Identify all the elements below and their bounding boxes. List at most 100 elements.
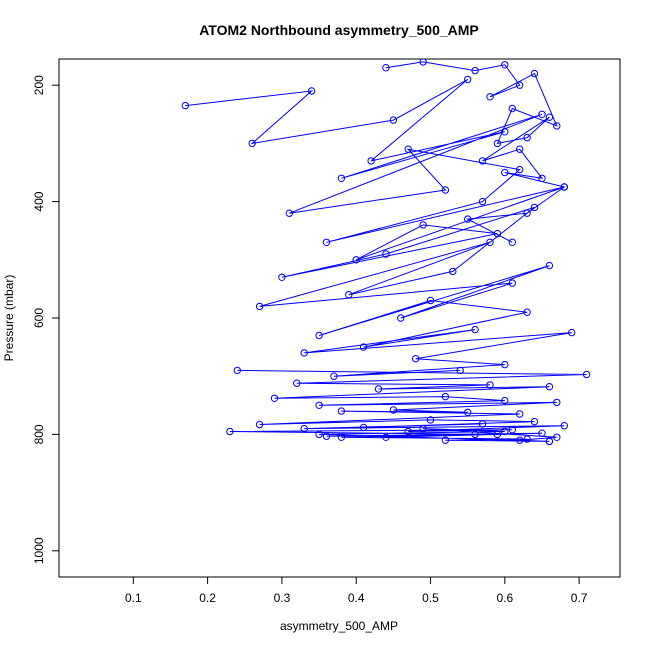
data-point bbox=[330, 372, 338, 380]
data-point bbox=[293, 379, 301, 387]
data-point bbox=[538, 429, 546, 437]
data-point bbox=[545, 261, 554, 270]
data-point bbox=[516, 165, 524, 174]
data-point bbox=[501, 61, 509, 69]
data-point bbox=[508, 104, 516, 113]
data-point bbox=[307, 87, 316, 95]
data-point bbox=[278, 273, 286, 281]
data-point bbox=[226, 427, 234, 436]
data-point bbox=[516, 145, 524, 153]
data-point bbox=[553, 433, 561, 441]
data-point bbox=[181, 101, 190, 110]
plot-frame bbox=[58, 58, 621, 578]
data-point bbox=[486, 238, 494, 247]
data-point bbox=[464, 215, 472, 223]
data-point bbox=[315, 401, 323, 409]
data-point bbox=[471, 325, 479, 334]
x-axis: 0.1 0.2 0.3 0.4 0.5 0.6 0.7 bbox=[125, 576, 588, 605]
x-tick-label: 0.5 bbox=[422, 591, 439, 605]
data-point bbox=[516, 81, 524, 89]
data-point bbox=[486, 93, 494, 101]
data-point bbox=[530, 417, 539, 426]
x-tick-label: 0.2 bbox=[199, 591, 216, 605]
data-point bbox=[493, 430, 502, 439]
chart-title: ATOM2 Northbound asymmetry_500_AMP bbox=[199, 22, 479, 38]
data-point bbox=[337, 433, 346, 441]
data-point bbox=[493, 139, 502, 148]
data-point bbox=[322, 432, 331, 440]
data-point bbox=[300, 424, 308, 433]
data-point bbox=[285, 209, 293, 217]
x-tick-label: 0.1 bbox=[125, 591, 142, 605]
data-point bbox=[359, 423, 368, 432]
data-point bbox=[426, 416, 435, 424]
data-point bbox=[523, 209, 531, 217]
data-point bbox=[560, 183, 568, 191]
data-point bbox=[389, 406, 398, 414]
data-point bbox=[471, 430, 479, 439]
data-point bbox=[345, 291, 353, 299]
data-point bbox=[441, 392, 450, 401]
data-point bbox=[530, 203, 539, 212]
data-point bbox=[530, 69, 539, 78]
data-point bbox=[419, 424, 427, 433]
y-tick-label: 400 bbox=[32, 191, 46, 211]
data-point bbox=[516, 436, 524, 444]
data-point bbox=[337, 407, 346, 415]
data-point bbox=[233, 366, 242, 375]
data-point bbox=[523, 435, 531, 443]
data-point bbox=[441, 436, 450, 444]
data-point bbox=[441, 186, 450, 194]
data-point bbox=[449, 267, 457, 276]
data-point bbox=[382, 250, 390, 258]
data-point bbox=[270, 394, 279, 402]
data-point bbox=[508, 279, 516, 287]
data-point bbox=[501, 396, 509, 405]
data-point bbox=[493, 229, 502, 238]
y-tick-label: 800 bbox=[32, 424, 46, 444]
data-point bbox=[538, 110, 546, 119]
data-point bbox=[501, 128, 509, 136]
data-point bbox=[359, 343, 368, 351]
data-point bbox=[456, 366, 464, 375]
series-line-2 bbox=[229, 369, 587, 442]
data-point bbox=[553, 398, 561, 407]
data-point bbox=[426, 296, 435, 305]
data-point bbox=[412, 355, 420, 363]
data-point bbox=[582, 370, 591, 379]
data-point bbox=[255, 420, 264, 429]
data-point bbox=[315, 331, 323, 340]
data-point bbox=[486, 381, 494, 389]
x-tick-label: 0.3 bbox=[274, 591, 291, 605]
series-line-3 bbox=[385, 61, 566, 243]
y-axis: 200 400 600 800 1000 bbox=[32, 75, 59, 564]
x-tick-label: 0.4 bbox=[348, 591, 365, 605]
data-point bbox=[508, 426, 516, 434]
y-tick-label: 1000 bbox=[32, 537, 46, 564]
data-point bbox=[568, 328, 576, 337]
x-tick-label: 0.7 bbox=[571, 591, 588, 605]
data-point bbox=[248, 139, 256, 148]
y-tick-label: 600 bbox=[32, 308, 46, 328]
data-point bbox=[382, 433, 390, 441]
data-point bbox=[464, 75, 472, 84]
data-point bbox=[560, 422, 568, 430]
data-point bbox=[315, 430, 323, 439]
data-point bbox=[464, 408, 472, 416]
data-point bbox=[389, 116, 398, 124]
data-point bbox=[553, 122, 561, 130]
data-point bbox=[255, 302, 264, 311]
data-point bbox=[501, 360, 509, 369]
x-tick-label: 0.6 bbox=[496, 591, 513, 605]
data-point bbox=[471, 66, 479, 75]
x-axis-label: asymmetry_500_AMP bbox=[280, 619, 398, 633]
data-point bbox=[337, 174, 346, 183]
data-point bbox=[404, 145, 412, 153]
data-point bbox=[322, 238, 331, 247]
data-point bbox=[545, 437, 554, 446]
y-tick-label: 200 bbox=[32, 75, 46, 95]
data-point bbox=[367, 157, 375, 165]
plot-area bbox=[181, 59, 591, 446]
data-point bbox=[419, 59, 427, 66]
